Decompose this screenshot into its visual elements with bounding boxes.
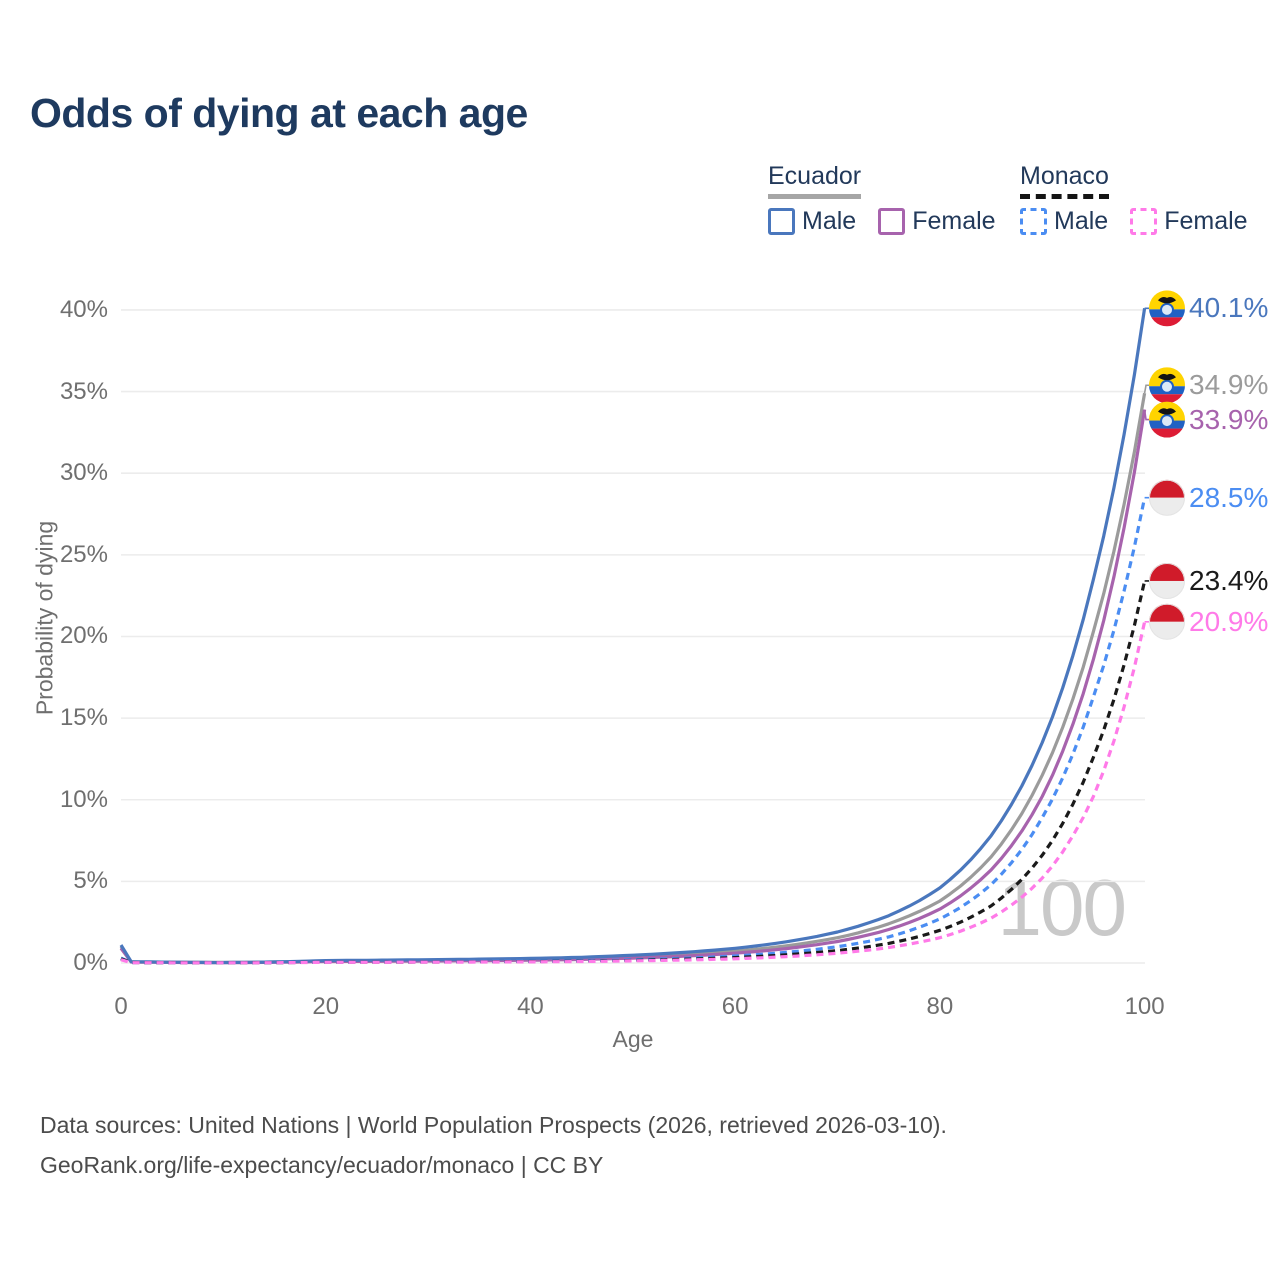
- monaco-flag-icon: [1149, 562, 1185, 599]
- end-label-monaco-both-sexes: 23.4%: [1189, 564, 1269, 596]
- legend-group-ecuador: Ecuador Male Female: [768, 162, 1018, 236]
- ecuador-flag-icon: [1149, 290, 1185, 327]
- curve-ecuador-male: [119, 308, 1147, 965]
- y-tick-0%: 0%: [73, 949, 108, 976]
- x-tick-60: 60: [721, 993, 749, 1020]
- page-title: Odds of dying at each age: [30, 90, 528, 136]
- x-tick-80: 80: [926, 993, 954, 1020]
- end-label-ecuador-both-sexes: 34.9%: [1189, 369, 1269, 401]
- ecuador-male-swatch-icon[interactable]: [768, 208, 795, 235]
- y-tick-30%: 30%: [59, 459, 108, 487]
- leader-line-33.9%: [1143, 409, 1149, 421]
- legend-item-ecuador-male[interactable]: Male: [802, 207, 857, 235]
- x-tick-0: 0: [114, 993, 128, 1020]
- legend-item-monaco-male[interactable]: Male: [1054, 207, 1109, 235]
- ecuador-flag-icon: [1149, 367, 1185, 404]
- monaco-flag-icon: [1149, 603, 1185, 640]
- y-tick-20%: 20%: [59, 622, 108, 650]
- legend-group-monaco: Monaco Male Female: [1020, 162, 1270, 236]
- y-tick-40%: 40%: [59, 295, 108, 323]
- source-attribution: Data sources: United Nations | World Pop…: [40, 1105, 947, 1185]
- x-axis-title: Age: [612, 1026, 654, 1052]
- y-tick-35%: 35%: [59, 377, 108, 405]
- curve-ecuador-both-sexes: [119, 392, 1147, 965]
- curve-monaco-female: [120, 621, 1147, 965]
- license-line: GeoRank.org/life-expectancy/ecuador/mona…: [40, 1152, 604, 1178]
- end-label-ecuador-male: 40.1%: [1189, 292, 1269, 324]
- x-tick-100: 100: [1124, 993, 1165, 1020]
- legend-title-ecuador: Ecuador: [768, 162, 862, 199]
- monaco-flag-icon: [1149, 479, 1185, 516]
- monaco-female-swatch-icon[interactable]: [1130, 208, 1158, 235]
- y-tick-25%: 25%: [59, 540, 108, 568]
- end-label-monaco-male: 28.5%: [1189, 481, 1269, 513]
- legend-item-ecuador-female[interactable]: Female: [912, 207, 996, 235]
- y-tick-15%: 15%: [59, 704, 108, 732]
- ecuador-female-swatch-icon[interactable]: [878, 208, 906, 235]
- curve-monaco-both-sexes: [120, 580, 1147, 965]
- x-tick-40: 40: [517, 993, 544, 1020]
- x-tick-20: 20: [312, 993, 340, 1020]
- legend-title-monaco: Monaco: [1020, 162, 1109, 199]
- legend-item-monaco-female[interactable]: Female: [1164, 207, 1248, 235]
- y-tick-5%: 5%: [73, 867, 108, 895]
- ecuador-flag-icon: [1149, 401, 1185, 438]
- end-label-monaco-female: 20.9%: [1189, 605, 1269, 637]
- end-label-ecuador-female: 33.9%: [1189, 403, 1269, 435]
- y-tick-10%: 10%: [59, 785, 108, 813]
- leader-line-34.9%: [1143, 384, 1149, 394]
- monaco-male-swatch-icon[interactable]: [1020, 208, 1047, 235]
- curve-monaco-male: [120, 497, 1147, 965]
- curve-ecuador-female: [119, 409, 1147, 965]
- data-source-line: Data sources: United Nations | World Pop…: [40, 1112, 947, 1138]
